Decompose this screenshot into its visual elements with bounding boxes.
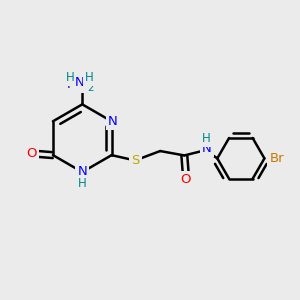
Text: O: O <box>26 147 36 160</box>
Text: NH: NH <box>67 78 87 91</box>
Text: N: N <box>202 142 211 155</box>
Text: H: H <box>84 71 93 84</box>
Text: N: N <box>77 165 87 178</box>
Text: O: O <box>181 173 191 186</box>
Text: H: H <box>78 177 87 190</box>
Text: N: N <box>74 76 84 89</box>
Text: Br: Br <box>269 152 284 165</box>
Text: S: S <box>132 154 140 167</box>
Text: N: N <box>108 115 118 128</box>
Text: H: H <box>202 133 211 146</box>
Text: 2: 2 <box>87 82 94 93</box>
Text: H: H <box>65 71 74 84</box>
